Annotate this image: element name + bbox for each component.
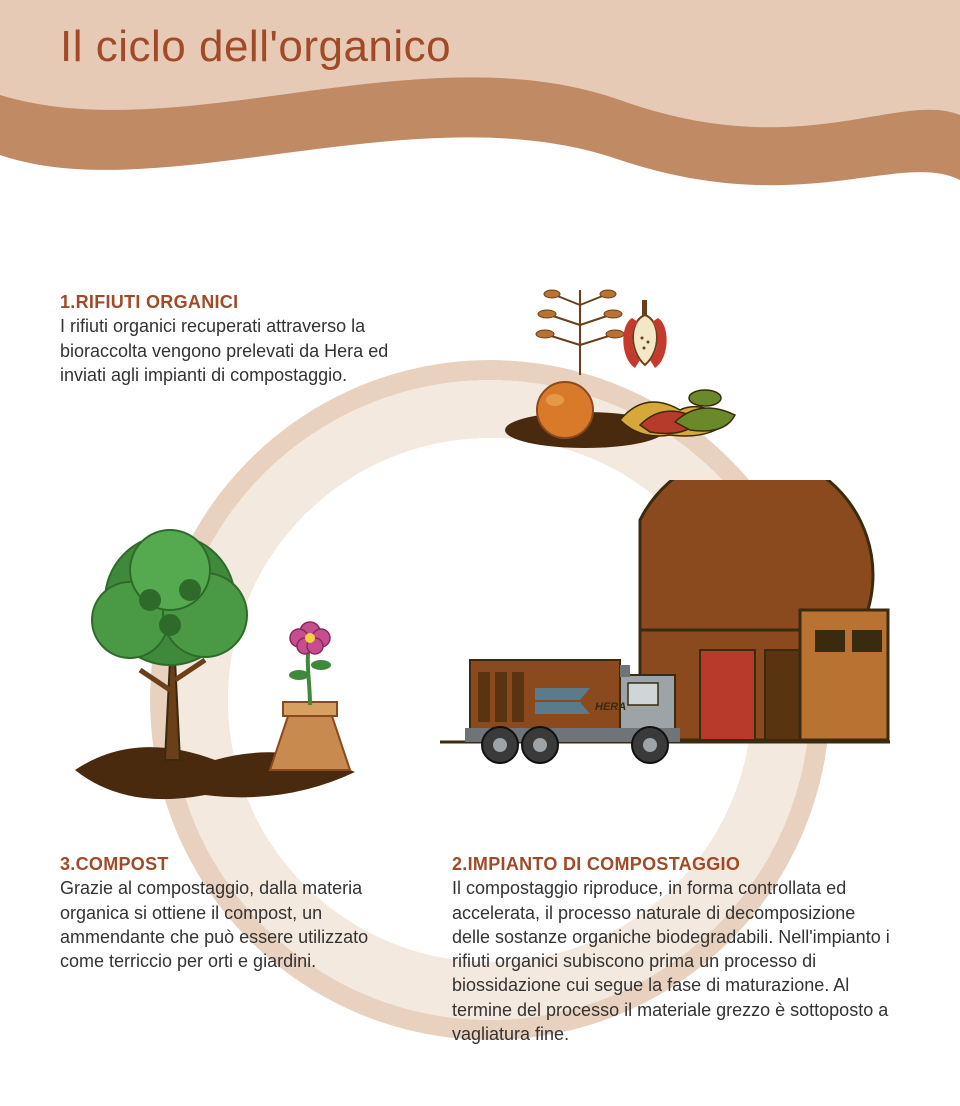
section-2-body: Il compostaggio riproduce, in forma cont… xyxy=(452,876,892,1046)
tree-pot-illustration xyxy=(55,510,365,810)
section-3-body: Grazie al compostaggio, dalla materia or… xyxy=(60,876,390,973)
organic-waste-illustration xyxy=(500,280,760,450)
section-1-title: 1.RIFIUTI ORGANICI xyxy=(60,290,435,314)
section-1: 1.RIFIUTI ORGANICI I rifiuti organici re… xyxy=(60,290,435,387)
section-3-title: 3.COMPOST xyxy=(60,852,390,876)
page-title: Il ciclo dell'organico xyxy=(60,22,451,72)
svg-text:HERA: HERA xyxy=(595,701,626,713)
section-3: 3.COMPOST Grazie al compostaggio, dalla … xyxy=(60,852,390,973)
section-2: 2.IMPIANTO DI COMPOSTAGGIO Il compostagg… xyxy=(452,852,892,1046)
section-2-title: 2.IMPIANTO DI COMPOSTAGGIO xyxy=(452,852,892,876)
section-1-body: I rifiuti organici recuperati attraverso… xyxy=(60,314,435,387)
plant-truck-illustration: HERA xyxy=(440,480,890,800)
